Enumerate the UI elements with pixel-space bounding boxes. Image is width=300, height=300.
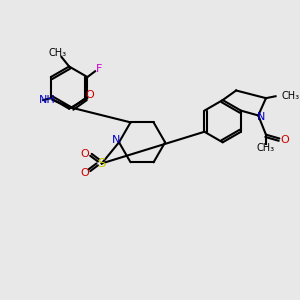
Text: NH: NH	[39, 95, 56, 105]
Text: F: F	[96, 64, 102, 74]
Text: CH₃: CH₃	[281, 91, 299, 101]
Text: CH₃: CH₃	[49, 48, 67, 58]
Text: CH₃: CH₃	[257, 143, 275, 153]
Text: N: N	[257, 112, 265, 122]
Text: O: O	[281, 135, 290, 146]
Text: S: S	[98, 157, 106, 170]
Text: O: O	[86, 90, 94, 100]
Text: N: N	[112, 135, 120, 146]
Text: O: O	[80, 149, 89, 159]
Text: O: O	[80, 168, 89, 178]
